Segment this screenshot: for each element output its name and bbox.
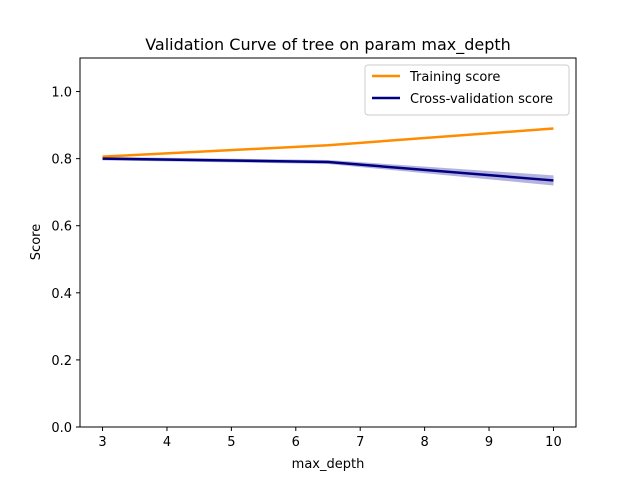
y-tick-label: 0.2: [51, 354, 72, 369]
x-tick-label: 6: [292, 435, 300, 450]
x-tick-label: 8: [420, 435, 428, 450]
legend-label-cross-validation: Cross-validation score: [410, 92, 553, 107]
plot-frame: [79, 57, 577, 428]
x-tick-label: 5: [227, 435, 235, 450]
y-axis-ticks: 0.0 0.2 0.4 0.6 0.8 1.0: [51, 86, 80, 436]
y-tick-label: 0.0: [51, 421, 72, 436]
x-tick-label: 4: [163, 435, 171, 450]
legend-label-training: Training score: [409, 70, 500, 85]
chart-title: Validation Curve of tree on param max_de…: [145, 35, 511, 55]
x-axis-ticks: 3 4 5 6 7 8 9 10: [98, 427, 562, 450]
x-tick-label: 7: [356, 435, 364, 450]
y-tick-label: 1.0: [51, 86, 72, 101]
y-tick-label: 0.6: [51, 220, 72, 235]
y-tick-label: 0.4: [51, 287, 72, 302]
series-lines: [102, 127, 554, 182]
x-axis-label: max_depth: [292, 457, 365, 472]
x-tick-label: 10: [545, 435, 562, 450]
x-tick-label: 3: [98, 435, 106, 450]
line-cross-validation-score: [102, 157, 554, 182]
confidence-bands: [102, 127, 554, 186]
line-training-score: [102, 127, 554, 158]
y-axis-label: Score: [29, 224, 44, 260]
legend-box: [364, 64, 570, 116]
legend: Training score Cross-validation score: [364, 64, 570, 116]
y-tick-label: 0.8: [51, 153, 72, 168]
x-tick-label: 9: [485, 435, 493, 450]
